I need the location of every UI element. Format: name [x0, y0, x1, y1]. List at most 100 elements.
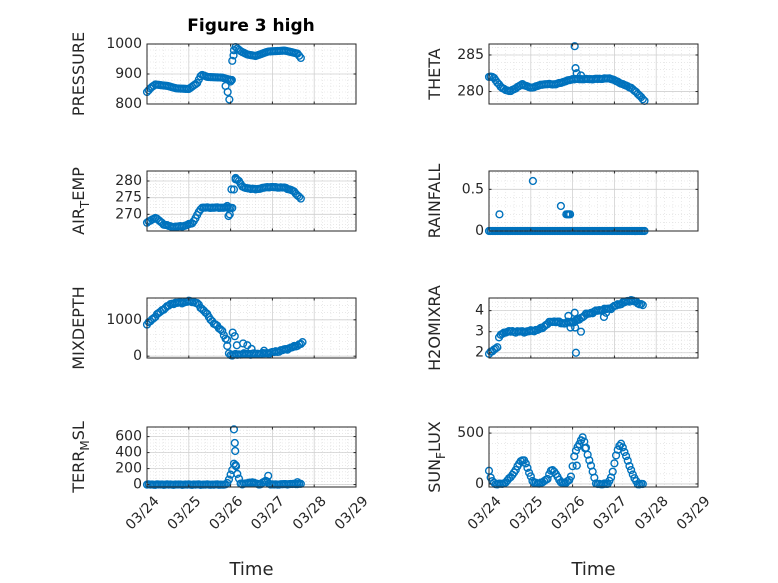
axes-box: [488, 43, 699, 105]
data-point: [230, 332, 239, 341]
y-tick-label: 285: [457, 47, 484, 63]
axes-background: [489, 171, 698, 231]
axes-box: [146, 426, 357, 488]
y-tick-label: 4: [475, 303, 484, 319]
y-tick-label: 3: [475, 324, 484, 340]
x-tick-label: 03/29: [674, 493, 714, 533]
y-axis-label: RAINFALL: [425, 164, 444, 239]
y-tick-label: 280: [115, 173, 142, 189]
axes-box: [488, 426, 699, 488]
data-point: [233, 469, 242, 479]
data-point: [608, 467, 617, 476]
y-tick-label: 1000: [106, 312, 142, 328]
data-point: [295, 51, 304, 60]
axes-box: [488, 297, 699, 359]
y-tick-label: 275: [115, 190, 142, 206]
x-tick-label: 03/24: [465, 493, 505, 533]
y-tick-label: 1000: [106, 36, 142, 52]
data-point: [293, 478, 302, 487]
y-tick-label: 500: [457, 425, 484, 441]
data-point: [298, 338, 307, 347]
data-point: [226, 77, 235, 86]
data-point: [234, 474, 244, 483]
y-tick-label: 270: [115, 206, 142, 222]
data-point: [228, 56, 237, 65]
x-tick-label: 03/25: [507, 493, 547, 533]
y-tick-label: 280: [457, 84, 484, 100]
data-points: [484, 296, 647, 358]
y-tick-label: 400: [115, 445, 142, 461]
data-point: [523, 463, 532, 472]
data-point: [296, 339, 305, 349]
data-point: [638, 301, 647, 310]
subplot-5: 0 1000 MIXDEPTH: [69, 286, 357, 370]
data-point: [231, 175, 240, 184]
axes-background: [147, 298, 356, 358]
x-tick-label: 03/29: [332, 493, 372, 533]
data-point: [223, 87, 232, 97]
data-point: [231, 462, 241, 471]
y-axis-label: MIXDEPTH: [69, 286, 88, 369]
x-tick-label: 03/26: [548, 493, 588, 533]
data-point: [601, 308, 611, 317]
data-point: [288, 343, 297, 352]
data-point: [556, 201, 566, 211]
data-point: [528, 176, 537, 186]
y-tick-label: 200: [115, 461, 142, 477]
data-point: [239, 339, 248, 348]
y-axis-label: AIRTEMP: [69, 167, 92, 235]
data-point: [581, 444, 590, 453]
axes-background: [489, 44, 698, 104]
y-tick-label: 0: [475, 223, 484, 239]
data-point: [566, 472, 576, 481]
data-point: [564, 311, 573, 320]
x-tick-label: 03/28: [632, 493, 672, 533]
figure-title: Figure 3 high: [187, 16, 315, 36]
subplot-7: 03/24 03/25 03/26 03/27 03/28 03/29 0200400600…: [69, 421, 372, 580]
data-point: [264, 471, 273, 480]
data-point: [224, 211, 233, 221]
axes-box: [488, 170, 699, 232]
data-point: [572, 69, 581, 78]
data-point: [543, 474, 552, 484]
y-tick-label: 600: [115, 429, 142, 445]
x-tick-label: 03/24: [123, 493, 163, 533]
data-point: [227, 185, 236, 194]
data-point: [637, 299, 646, 309]
data-point: [576, 327, 586, 336]
x-axis-label: Time: [570, 559, 615, 580]
data-point: [576, 71, 586, 80]
y-axis-label: H2OMIXRA: [425, 285, 444, 371]
data-point: [495, 210, 504, 219]
y-axis-label: PRESSURE: [69, 32, 88, 116]
data-point: [611, 301, 621, 310]
y-axis-label: THETA: [425, 48, 444, 100]
data-point: [295, 192, 304, 201]
data-points: [484, 42, 649, 105]
axes-box: [146, 170, 357, 232]
data-point: [599, 312, 609, 322]
data-point: [566, 323, 575, 332]
data-point: [231, 446, 240, 456]
data-point: [610, 459, 619, 468]
data-point: [493, 343, 502, 352]
x-tick-label: 03/27: [590, 493, 630, 533]
data-point: [576, 436, 586, 445]
data-point: [621, 451, 631, 461]
data-point: [571, 64, 580, 73]
x-tick-label: 03/25: [165, 493, 205, 533]
y-tick-label: 0: [133, 477, 142, 493]
data-point: [638, 95, 647, 104]
data-point: [224, 475, 234, 484]
data-point: [571, 348, 581, 357]
data-point: [618, 443, 627, 452]
data-point: [627, 465, 636, 475]
x-tick-label: 03/27: [248, 493, 288, 533]
y-tick-label: 0: [133, 348, 142, 364]
data-point: [572, 461, 581, 470]
data-point: [625, 461, 634, 471]
data-point: [623, 456, 632, 465]
data-point: [225, 95, 234, 104]
